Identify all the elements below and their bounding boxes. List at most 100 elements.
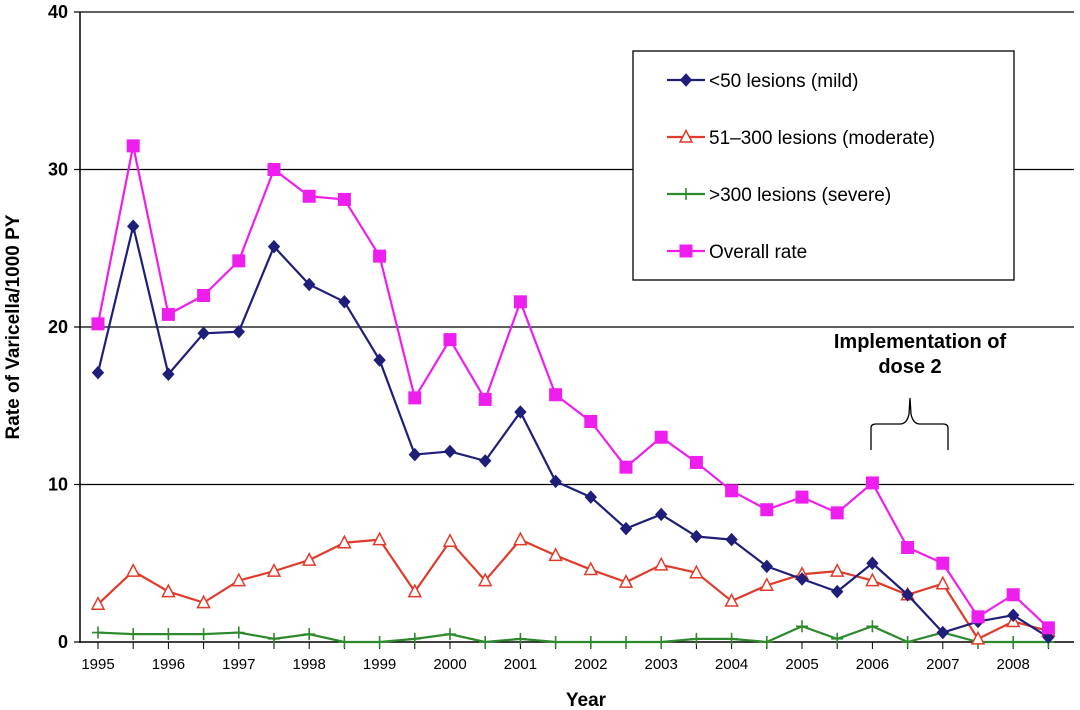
data-point-s1-9 (407, 583, 423, 598)
x-tick-label: 1998 (293, 656, 326, 673)
data-point-s0-5 (267, 239, 281, 254)
data-point-s0-23 (901, 588, 914, 602)
data-point-s0-4 (232, 324, 245, 339)
data-point-s2-5 (268, 632, 280, 645)
data-point-s3-6 (302, 189, 316, 203)
data-point-s2-4 (232, 626, 245, 639)
series-group (90, 139, 1056, 648)
data-point-s1-24 (935, 575, 951, 590)
annotation-line-2: dose 2 (878, 356, 941, 378)
data-point-s1-8 (372, 531, 387, 546)
x-tick-label: 2002 (574, 656, 607, 673)
data-point-s2-19 (760, 636, 773, 648)
data-point-s1-12 (513, 531, 528, 546)
data-point-s1-0 (90, 596, 106, 610)
data-point-s2-0 (92, 626, 104, 639)
legend-label-2: >300 lesions (severe) (709, 185, 891, 206)
data-point-s1-3 (196, 594, 211, 609)
data-point-s3-23 (901, 541, 915, 554)
data-point-s2-20 (796, 620, 808, 633)
series-line-3 (96, 144, 1050, 629)
data-point-s0-22 (866, 556, 879, 570)
data-point-s2-12 (514, 632, 527, 645)
data-point-s2-1 (127, 628, 140, 641)
data-point-s3-8 (373, 249, 387, 263)
data-point-s3-16 (654, 430, 668, 444)
x-tick-label: 1995 (81, 656, 114, 673)
data-point-s3-5 (267, 163, 281, 176)
data-point-s3-26 (1006, 588, 1020, 602)
data-point-s2-13 (549, 636, 562, 648)
data-point-s3-0 (91, 317, 105, 331)
y-tick-label: 30 (48, 160, 68, 180)
data-point-s2-8 (373, 636, 386, 648)
data-point-s2-23 (901, 636, 914, 648)
data-point-s3-19 (760, 503, 774, 517)
x-tick-label: 2000 (433, 656, 466, 673)
y-tick-label: 40 (48, 2, 68, 22)
data-point-s3-12 (513, 295, 527, 309)
legend: <50 lesions (mild) 51–300 lesions (modera… (632, 50, 1015, 281)
data-point-s3-1 (126, 139, 140, 153)
data-point-s3-21 (830, 506, 844, 520)
data-point-s1-17 (689, 564, 704, 579)
data-point-s1-16 (653, 556, 669, 571)
data-point-s1-25 (970, 630, 986, 645)
data-point-s2-10 (444, 628, 456, 641)
data-point-s0-12 (514, 405, 527, 419)
data-point-s0-21 (831, 584, 844, 599)
data-point-s2-17 (690, 632, 703, 645)
data-point-s3-20 (795, 490, 809, 504)
data-point-s3-15 (619, 460, 633, 474)
data-point-s3-24 (936, 556, 950, 570)
y-tick-label: 0 (58, 632, 68, 652)
x-tick-label: 1996 (152, 656, 185, 673)
legend-label-1: 51–300 lesions (moderate) (709, 128, 935, 149)
data-point-s2-26 (1007, 636, 1020, 648)
data-point-s0-26 (1007, 608, 1020, 622)
data-point-s2-16 (655, 636, 668, 648)
x-tick-label: 2001 (504, 656, 537, 673)
data-point-s3-14 (584, 415, 598, 428)
x-tick-label: 1999 (363, 656, 396, 673)
legend-marker-0 (679, 73, 693, 87)
y-axis-label: Rate of Varicella/1000 PY (3, 214, 24, 439)
data-point-s3-22 (865, 476, 879, 490)
data-point-s1-22 (865, 572, 880, 587)
data-point-s0-10 (443, 444, 457, 459)
data-point-s3-4 (232, 254, 246, 268)
annotation-dose-2: Implementation of dose 2 (834, 331, 1006, 450)
data-point-s0-14 (584, 490, 597, 504)
x-tick-label: 2003 (645, 656, 678, 673)
x-tick-label: 2007 (926, 656, 959, 673)
data-point-s2-9 (408, 632, 421, 645)
data-point-s3-2 (161, 307, 175, 321)
data-point-s2-21 (831, 632, 844, 645)
series-line-2 (97, 625, 1049, 644)
data-point-s3-13 (549, 388, 563, 402)
y-tick-labels: 0 10 20 30 40 (48, 2, 80, 652)
data-point-s0-6 (303, 277, 316, 292)
data-point-s3-27 (1041, 621, 1055, 635)
data-point-s2-3 (197, 628, 210, 641)
data-point-s1-18 (724, 592, 739, 607)
data-point-s3-17 (689, 455, 703, 469)
y-tick-label: 10 (48, 475, 68, 495)
data-point-s3-3 (197, 289, 211, 302)
gridlines (80, 11, 1074, 486)
legend-label-0: <50 lesions (mild) (709, 71, 858, 92)
data-point-s1-6 (301, 551, 317, 566)
legend-marker-1 (678, 128, 694, 143)
x-tick-label: 2005 (785, 656, 818, 673)
data-point-s0-11 (479, 454, 492, 468)
data-point-s2-22 (866, 620, 879, 633)
data-point-s0-13 (549, 474, 562, 489)
data-point-s2-7 (338, 636, 351, 648)
data-point-s0-17 (690, 529, 703, 544)
series-line-1 (97, 538, 1049, 640)
data-point-s0-18 (725, 532, 738, 547)
data-point-s0-16 (655, 507, 668, 522)
data-point-s1-10 (442, 533, 458, 547)
y-tick-label: 20 (48, 317, 68, 337)
